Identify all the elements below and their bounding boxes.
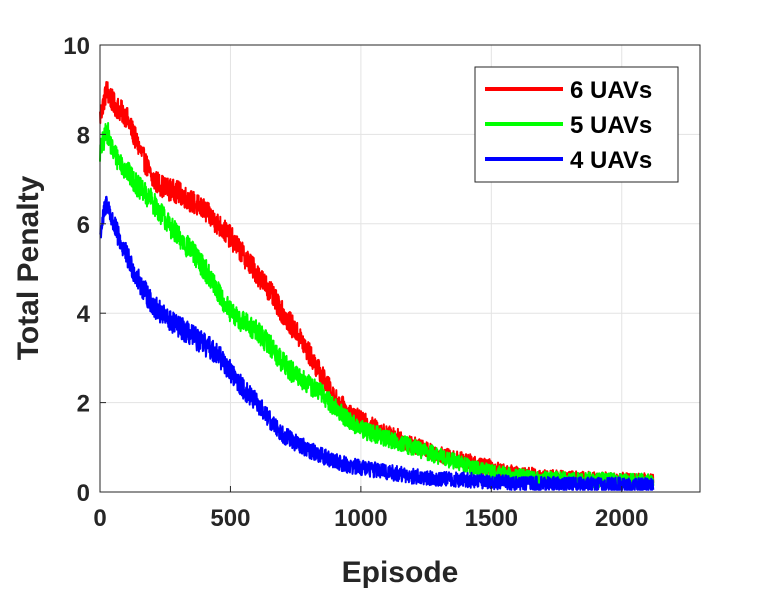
- x-tick-label: 2000: [595, 505, 648, 532]
- y-tick-label: 6: [77, 212, 90, 239]
- plot-frame: [99, 44, 701, 493]
- x-tick-label: 500: [210, 505, 250, 532]
- series-line-2: [99, 195, 655, 491]
- legend: 6 UAVs 5 UAVs 4 UAVs: [474, 66, 679, 183]
- legend-label-1: 5 UAVs: [570, 112, 652, 139]
- y-tick-label: 2: [77, 391, 90, 418]
- y-axis-title: Total Penalty: [12, 175, 45, 360]
- x-tick-label: 1000: [334, 505, 387, 532]
- series-line-1: [99, 122, 655, 490]
- y-tick-label: 10: [63, 33, 90, 60]
- x-axis-title: Episode: [342, 556, 459, 589]
- y-tick-label: 0: [77, 480, 90, 507]
- x-tick-label: 0: [93, 505, 106, 532]
- legend-label-2: 4 UAVs: [570, 147, 652, 174]
- x-tick-label: 1500: [465, 505, 518, 532]
- axis-ticks: 0 500 1000 1500 2000 0 2 4 6 8 10: [63, 33, 648, 532]
- legend-label-0: 6 UAVs: [570, 77, 652, 104]
- series-group: [99, 81, 655, 491]
- y-tick-label: 4: [77, 301, 91, 328]
- y-tick-label: 8: [77, 122, 90, 149]
